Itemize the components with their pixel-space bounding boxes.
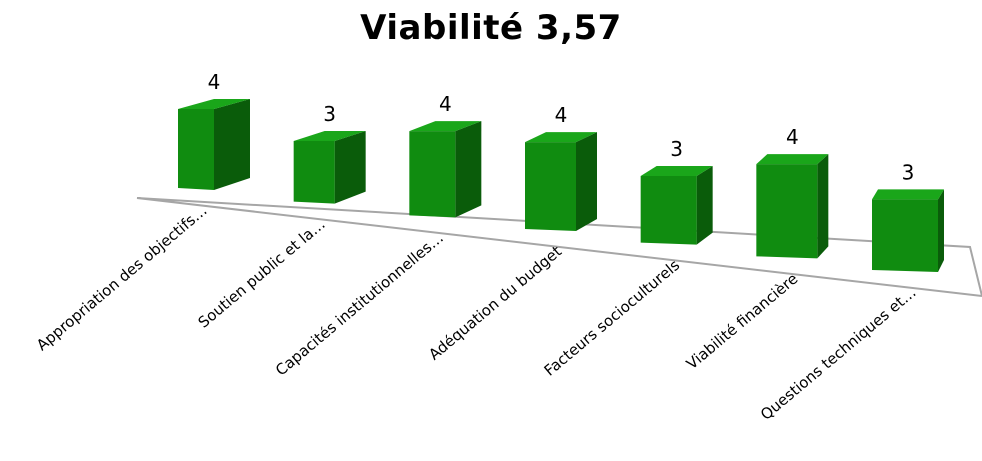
bar-side-face [696, 166, 713, 245]
bar-side-face [214, 99, 250, 190]
bar-1 [178, 99, 250, 190]
bar-front-face [293, 140, 335, 204]
category-label: Facteurs socioculturels [541, 256, 684, 380]
bar-front-face [756, 164, 818, 259]
category-label: Questions techniques et… [757, 283, 920, 424]
data-label: 4 [439, 92, 452, 116]
bar-side-face [817, 154, 829, 259]
data-label: 3 [902, 160, 915, 184]
bar-front-face [872, 199, 938, 272]
data-label: 3 [670, 137, 683, 161]
bar-top-face [872, 189, 944, 200]
bar-7 [872, 189, 944, 272]
bar-top-face [409, 121, 482, 132]
category-label: Viabilité financière [683, 270, 801, 373]
bar-top-face [293, 130, 366, 141]
bar-top-face [640, 166, 713, 177]
bar-side-face [455, 121, 482, 218]
data-label: 4 [208, 70, 221, 94]
bar-2 [293, 130, 366, 204]
bar-top-face [525, 132, 597, 143]
bar-front-face [178, 109, 214, 190]
category-label: Adéquation du budget [425, 242, 565, 363]
bar-3 [409, 121, 482, 218]
category-label: Soutien public et la… [195, 215, 329, 332]
bar-front-face [525, 142, 576, 231]
bar-side-face [576, 132, 597, 231]
bar-front-face [640, 176, 697, 245]
bar-top-face [178, 99, 250, 110]
bar-6 [756, 154, 829, 259]
bar-5 [640, 166, 713, 245]
bars-group [178, 99, 944, 272]
data-label: 4 [555, 103, 568, 127]
bar-4 [525, 132, 597, 231]
data-label: 4 [786, 125, 799, 149]
bar-side-face [938, 189, 944, 272]
bar-front-face [409, 131, 456, 218]
category-label: Appropriation des objectifs… [33, 201, 211, 354]
bar-side-face [334, 130, 366, 204]
chart-title: Viabilité 3,57 [360, 8, 622, 48]
bar-top-face [756, 154, 829, 165]
data-labels-group: 4 3 4 4 3 4 3 [208, 70, 915, 184]
data-label: 3 [323, 102, 336, 126]
